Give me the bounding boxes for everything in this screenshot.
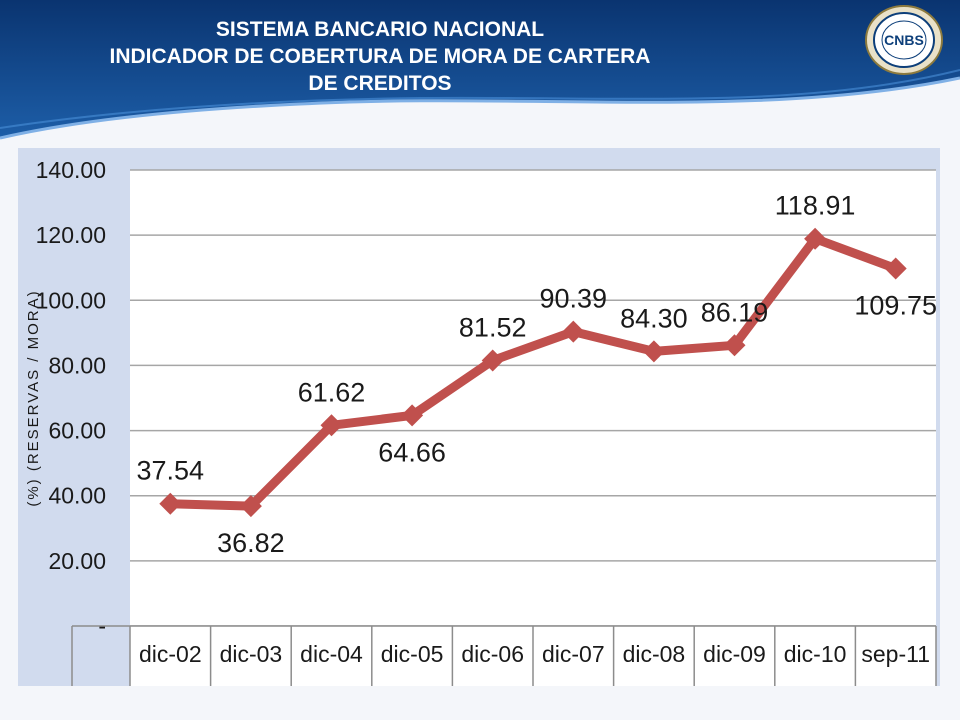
y-tick-label: 60.00 xyxy=(48,418,106,444)
grid-lines xyxy=(130,169,936,627)
data-point-marker xyxy=(723,334,746,357)
y-tick-label: - xyxy=(98,613,106,639)
x-category-label: dic-06 xyxy=(461,641,524,667)
y-axis-ticks: - 20.00 40.00 60.00 80.00 100.00 120.00 140.00 xyxy=(36,157,106,639)
x-category-label: dic-08 xyxy=(623,641,686,667)
data-point-marker xyxy=(320,414,343,437)
data-point-marker xyxy=(401,404,424,427)
x-category-label: dic-09 xyxy=(703,641,766,667)
logo-text: CNBS xyxy=(884,32,924,48)
plot-area xyxy=(130,170,936,626)
data-point-marker xyxy=(159,492,182,515)
y-tick-label: 40.00 xyxy=(48,483,106,509)
header-banner: SISTEMA BANCARIO NACIONAL INDICADOR DE C… xyxy=(0,0,960,140)
data-label: 36.82 xyxy=(217,528,285,558)
data-point-marker xyxy=(884,257,907,280)
title-line-3: DE CREDITOS xyxy=(308,72,452,95)
title-line-2: INDICADOR DE COBERTURA DE MORA DE CARTER… xyxy=(109,45,651,68)
data-point-marker xyxy=(804,227,827,250)
x-category-label: dic-03 xyxy=(220,641,283,667)
series-group xyxy=(159,227,907,518)
data-label: 84.30 xyxy=(620,303,688,333)
x-category-label: dic-10 xyxy=(784,641,847,667)
data-label: 109.75 xyxy=(854,291,937,321)
data-label: 81.52 xyxy=(459,312,527,342)
x-category-label: dic-02 xyxy=(139,641,202,667)
y-tick-label: 80.00 xyxy=(48,352,106,378)
data-point-marker xyxy=(642,340,665,363)
cnbs-logo: CNBS xyxy=(864,4,944,76)
y-tick-label: 120.00 xyxy=(36,222,106,248)
series-line xyxy=(170,234,898,511)
header-background xyxy=(0,0,960,140)
x-category-label: dic-07 xyxy=(542,641,605,667)
data-label: 90.39 xyxy=(540,284,608,314)
chart-panel: dic-02 dic-03 dic-04 dic-05 dic-06 dic-07 dic-… xyxy=(18,148,940,686)
x-category-label: dic-05 xyxy=(381,641,444,667)
data-point-marker xyxy=(239,495,262,518)
y-tick-label: 100.00 xyxy=(36,287,106,313)
x-category-label: dic-04 xyxy=(300,641,363,667)
data-label: 64.66 xyxy=(378,437,446,467)
y-tick-label: 20.00 xyxy=(48,548,106,574)
data-label: 86.19 xyxy=(701,297,769,327)
data-point-marker xyxy=(562,320,585,343)
x-category-label: sep-11 xyxy=(861,641,930,667)
category-table: dic-02 dic-03 dic-04 dic-05 dic-06 dic-07 dic-… xyxy=(71,625,937,686)
line-chart: dic-02 dic-03 dic-04 dic-05 dic-06 dic-07 dic-… xyxy=(25,157,937,686)
data-point-marker xyxy=(481,349,504,372)
data-label: 37.54 xyxy=(137,456,205,486)
data-label: 61.62 xyxy=(298,377,366,407)
y-axis-title: (%) (RESERVAS / MORA) xyxy=(25,289,42,506)
data-label: 118.91 xyxy=(775,191,856,221)
y-tick-label: 140.00 xyxy=(36,157,106,183)
data-labels: 37.54 36.82 61.62 64.66 81.52 90.39 84.30 86.19… xyxy=(137,191,937,558)
title-line-1: SISTEMA BANCARIO NACIONAL xyxy=(215,18,545,41)
